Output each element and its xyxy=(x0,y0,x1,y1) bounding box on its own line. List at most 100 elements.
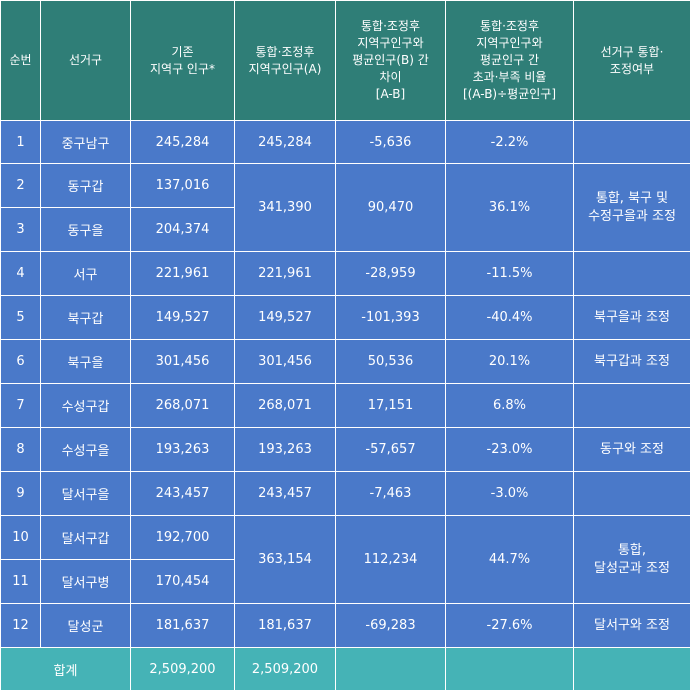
district-name: 수성구을 xyxy=(40,427,131,472)
total-row: 합계 2,509,200 2,509,200 xyxy=(0,647,690,691)
population-difference: -69,283 xyxy=(335,603,446,648)
deviation-ratio: -2.2% xyxy=(445,120,574,164)
adjusted-population: 341,390 xyxy=(234,163,336,252)
table-row: 9 달서구을 243,457 243,457 -7,463 -3.0% xyxy=(0,471,690,516)
existing-population: 193,263 xyxy=(130,427,235,472)
district-name: 동구을 xyxy=(40,207,131,252)
existing-population: 301,456 xyxy=(130,339,235,384)
adjusted-population: 363,154 xyxy=(234,515,336,604)
adjustment-note xyxy=(573,471,690,516)
adjusted-population: 245,284 xyxy=(234,120,336,164)
population-difference: -28,959 xyxy=(335,251,446,296)
row-number: 8 xyxy=(0,427,41,472)
total-existing-population: 2,509,200 xyxy=(130,647,235,691)
header-no: 순번 xyxy=(0,0,41,121)
adjustment-note xyxy=(573,383,690,428)
district-name: 동구갑 xyxy=(40,163,131,208)
deviation-ratio: 44.7% xyxy=(445,515,574,604)
table-row: 4 서구 221,961 221,961 -28,959 -11.5% xyxy=(0,251,690,296)
table-row: 2 동구갑 137,016 341,390 90,470 36.1% 통합, 북… xyxy=(0,163,690,252)
table-row: 6 북구을 301,456 301,456 50,536 20.1% 북구갑과 … xyxy=(0,339,690,384)
deviation-ratio: -11.5% xyxy=(445,251,574,296)
adjustment-note xyxy=(573,120,690,164)
district-name: 서구 xyxy=(40,251,131,296)
row-number: 6 xyxy=(0,339,41,384)
table-row: 12 달성군 181,637 181,637 -69,283 -27.6% 달서… xyxy=(0,603,690,648)
deviation-ratio: -23.0% xyxy=(445,427,574,472)
existing-population: 268,071 xyxy=(130,383,235,428)
total-label: 합계 xyxy=(0,647,131,691)
district-name: 중구남구 xyxy=(40,120,131,164)
row-number: 4 xyxy=(0,251,41,296)
adjustment-note: 북구을과 조정 xyxy=(573,295,690,340)
population-difference: 50,536 xyxy=(335,339,446,384)
existing-population: 192,700 xyxy=(130,515,235,560)
row-number: 3 xyxy=(0,207,41,252)
population-difference: -5,636 xyxy=(335,120,446,164)
row-number: 5 xyxy=(0,295,41,340)
population-difference: -101,393 xyxy=(335,295,446,340)
district-name: 달서구병 xyxy=(40,559,131,604)
row-number: 11 xyxy=(0,559,41,604)
table-row: 8 수성구을 193,263 193,263 -57,657 -23.0% 동구… xyxy=(0,427,690,472)
table-row: 10 달서구갑 192,700 363,154 112,234 44.7% 통합… xyxy=(0,515,690,604)
total-note-empty xyxy=(573,647,690,691)
existing-population: 204,374 xyxy=(130,207,235,252)
row-number: 2 xyxy=(0,163,41,208)
table-row: 7 수성구갑 268,071 268,071 17,151 6.8% xyxy=(0,383,690,428)
population-difference: -7,463 xyxy=(335,471,446,516)
adjusted-population: 243,457 xyxy=(234,471,336,516)
district-name: 달성군 xyxy=(40,603,131,648)
adjustment-note: 달서구와 조정 xyxy=(573,603,690,648)
existing-population: 149,527 xyxy=(130,295,235,340)
adjustment-note: 동구와 조정 xyxy=(573,427,690,472)
population-difference: 90,470 xyxy=(335,163,446,252)
row-number: 10 xyxy=(0,515,41,560)
table-row: 1 중구남구 245,284 245,284 -5,636 -2.2% xyxy=(0,120,690,164)
adjusted-population: 301,456 xyxy=(234,339,336,384)
deviation-ratio: -3.0% xyxy=(445,471,574,516)
adjustment-note xyxy=(573,251,690,296)
deviation-ratio: 20.1% xyxy=(445,339,574,384)
existing-population: 170,454 xyxy=(130,559,235,604)
district-name: 달서구을 xyxy=(40,471,131,516)
total-adjusted-population: 2,509,200 xyxy=(234,647,336,691)
existing-population: 137,016 xyxy=(130,163,235,208)
header-row: 순번 선거구 기존 지역구 인구* 통합·조정후 지역구인구(A) 통합·조정후… xyxy=(0,0,690,121)
district-name: 달서구갑 xyxy=(40,515,131,560)
deviation-ratio: 36.1% xyxy=(445,163,574,252)
existing-population: 221,961 xyxy=(130,251,235,296)
adjusted-population: 149,527 xyxy=(234,295,336,340)
deviation-ratio: 6.8% xyxy=(445,383,574,428)
row-number: 9 xyxy=(0,471,41,516)
header-ratio: 통합·조정후 지역구인구와 평균인구 간 초과·부족 비율 [(A-B)÷평균인… xyxy=(445,0,574,121)
adjusted-population: 181,637 xyxy=(234,603,336,648)
existing-population: 245,284 xyxy=(130,120,235,164)
existing-population: 181,637 xyxy=(130,603,235,648)
adjustment-note: 통합, 북구 및 수정구을과 조정 xyxy=(573,163,690,252)
adjustment-note: 북구갑과 조정 xyxy=(573,339,690,384)
header-adjusted-population: 통합·조정후 지역구인구(A) xyxy=(234,0,336,121)
row-number: 12 xyxy=(0,603,41,648)
table-row: 3 동구을 204,374 xyxy=(0,207,690,252)
district-name: 북구갑 xyxy=(40,295,131,340)
table-row: 11 달서구병 170,454 xyxy=(0,559,690,604)
header-district: 선거구 xyxy=(40,0,131,121)
header-existing-population: 기존 지역구 인구* xyxy=(130,0,235,121)
header-adjustment: 선거구 통합· 조정여부 xyxy=(573,0,690,121)
district-name: 수성구갑 xyxy=(40,383,131,428)
total-ratio-empty xyxy=(445,647,574,691)
row-number: 7 xyxy=(0,383,41,428)
adjusted-population: 193,263 xyxy=(234,427,336,472)
deviation-ratio: -40.4% xyxy=(445,295,574,340)
table-row: 5 북구갑 149,527 149,527 -101,393 -40.4% 북구… xyxy=(0,295,690,340)
header-difference: 통합·조정후 지역구인구와 평균인구(B) 간 차이 [A-B] xyxy=(335,0,446,121)
adjusted-population: 268,071 xyxy=(234,383,336,428)
population-difference: 17,151 xyxy=(335,383,446,428)
district-name: 북구을 xyxy=(40,339,131,384)
row-number: 1 xyxy=(0,120,41,164)
adjusted-population: 221,961 xyxy=(234,251,336,296)
total-difference-empty xyxy=(335,647,446,691)
population-difference: 112,234 xyxy=(335,515,446,604)
